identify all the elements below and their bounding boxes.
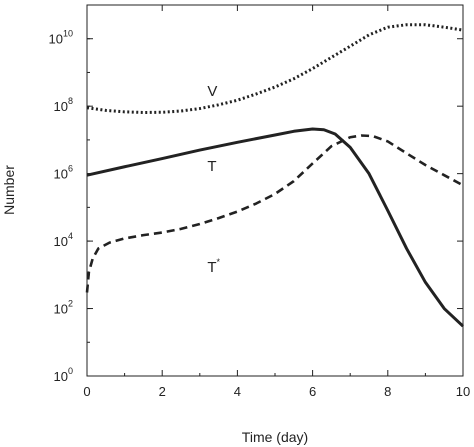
series-annotation: V	[207, 83, 217, 100]
y-tick-base: 10	[54, 369, 68, 384]
y-axis-label: Number	[1, 165, 17, 215]
plot-frame	[86, 4, 464, 377]
x-tick-label: 6	[309, 384, 316, 399]
x-tick-label: 0	[83, 384, 90, 399]
annotation-layer: V T T*	[207, 83, 220, 276]
series-line-v	[86, 23, 464, 114]
y-tick-label: 106	[54, 164, 73, 182]
y-tick-base: 10	[54, 234, 68, 249]
y-tick-exponent: 0	[68, 366, 73, 376]
x-tick-label: 8	[384, 384, 391, 399]
y-tick-base: 10	[54, 99, 68, 114]
y-tick-base: 10	[49, 32, 63, 47]
y-tick-label: 1010	[49, 29, 73, 47]
y-tick-label: 102	[54, 299, 73, 317]
series-annotation: T*	[207, 257, 220, 276]
x-axis-ticks: 0 2 4 6 8 10	[83, 5, 470, 399]
y-tick-exponent: 4	[68, 231, 73, 241]
y-tick-label: 104	[54, 231, 73, 249]
series-line-t	[86, 127, 465, 328]
series-line-tstar	[85, 134, 464, 293]
y-tick-base: 10	[54, 302, 68, 317]
y-tick-exponent: 8	[68, 96, 73, 106]
y-tick-exponent: 10	[63, 29, 73, 39]
series-layer	[85, 23, 465, 328]
x-tick-label: 2	[159, 384, 166, 399]
y-tick-exponent: 6	[68, 164, 73, 174]
y-tick-exponent: 2	[68, 299, 73, 309]
y-tick-base: 10	[54, 167, 68, 182]
y-tick-label: 108	[54, 96, 73, 114]
x-axis-label: Time (day)	[242, 429, 308, 445]
series-annotation: T	[207, 158, 216, 175]
y-tick-label: 100	[54, 366, 73, 384]
x-tick-label: 4	[234, 384, 241, 399]
x-tick-label: 10	[456, 384, 470, 399]
